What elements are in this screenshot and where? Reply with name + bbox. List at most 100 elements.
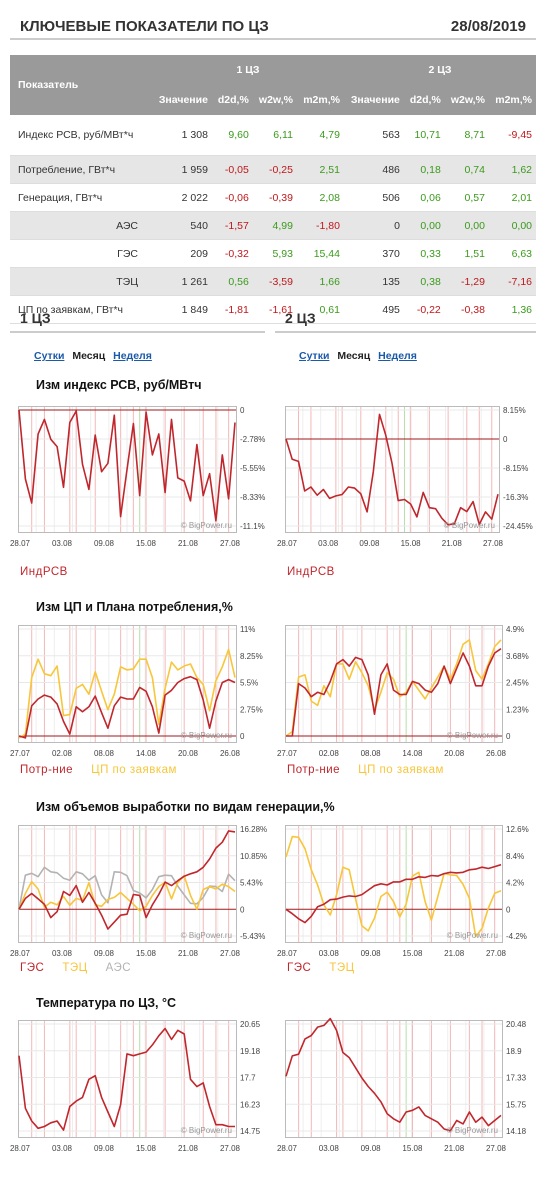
chart-title: Температура по ЦЗ, °С — [36, 996, 177, 1010]
table-cell: -3,59 — [252, 267, 297, 296]
table-cell: -0,38 — [444, 295, 489, 324]
chart-legend: ИндРСВ — [287, 566, 353, 578]
table-cell: 0,57 — [444, 183, 489, 212]
table-cell: 1,66 — [296, 267, 344, 296]
series-line — [285, 413, 499, 526]
chart-rsv2: 8.15% 0 -8.15% -16.3% -24.45% 28.07 03.08 09.08… — [277, 406, 533, 548]
chart-cp2: 4.9% 3.68% 2.45% 1.23% 0 27.07 02.08 08.08 14.08… — [277, 625, 529, 758]
x-tick-label: 26.08 — [486, 749, 507, 758]
x-tick-label: 28.07 — [277, 1144, 298, 1153]
report-date: 28/08/2019 — [450, 18, 526, 35]
column-header: d2d,% — [211, 85, 253, 115]
x-tick-label: 27.08 — [486, 949, 507, 958]
legend-item: Потр-ние — [287, 764, 341, 776]
chart-legend: ГЭС ТЭЦ — [287, 962, 373, 974]
legend-item: Потр-ние — [20, 764, 74, 776]
table-row: Индекс РСВ, руб/МВт*ч 1 308 9,60 6,11 4,79 56… — [10, 115, 536, 156]
table-cell: 540 — [152, 211, 212, 240]
y-tick-label: -2.78% — [240, 435, 265, 444]
x-tick-label: 27.08 — [483, 539, 504, 548]
table-cell: -0,32 — [211, 239, 253, 268]
x-tick-label: 08.08 — [361, 749, 382, 758]
x-tick-label: 03.08 — [52, 539, 73, 548]
table-cell: 2 022 — [152, 183, 212, 212]
table-row: ГЭС 209 -0,32 5,93 15,44 370 0,33 1,51 6,63 — [10, 239, 536, 268]
table-row: Потребление, ГВт*ч 1 959 -0,05 -0,25 2,51 486… — [10, 155, 536, 184]
table-cell: 15,44 — [296, 239, 344, 268]
y-tick-label: 12.6% — [506, 825, 529, 834]
x-tick-label: 09.08 — [359, 539, 380, 548]
chart-title: Изм объемов выработки по видам генерации… — [36, 800, 335, 814]
x-tick-label: 09.08 — [94, 949, 115, 958]
tab-week[interactable]: Неделя — [378, 350, 417, 362]
y-tick-label: 5.5% — [240, 679, 258, 688]
watermark: © BigPower.ru — [447, 731, 498, 740]
x-tick-label: 27.08 — [220, 1144, 241, 1153]
tab-day[interactable]: Сутки — [299, 350, 330, 362]
x-tick-label: 15.08 — [402, 1144, 423, 1153]
table-cell: 1 849 — [152, 295, 212, 324]
table-cell: -9,45 — [488, 115, 536, 156]
table-cell: -1,29 — [444, 267, 489, 296]
legend-item: АЭС — [105, 962, 132, 974]
legend-item: ТЭЦ — [329, 962, 355, 974]
table-cell: 0,61 — [296, 295, 344, 324]
table-row: АЭС 540 -1,57 4,99 -1,80 0 0,00 0,00 0,00 — [10, 211, 536, 240]
x-tick-label: 03.08 — [319, 949, 340, 958]
x-tick-label: 09.08 — [94, 1144, 115, 1153]
y-tick-label: 3.68% — [506, 652, 529, 661]
legend-item: ГЭС — [20, 962, 45, 974]
x-tick-label: 21.08 — [444, 1144, 465, 1153]
column-header: Значение — [343, 85, 404, 115]
section-title: 2 ЦЗ — [285, 310, 316, 326]
section-title: 1 ЦЗ — [20, 310, 51, 326]
chart-title: Изм ЦП и Плана потребления,% — [36, 600, 233, 614]
x-tick-label: 03.08 — [318, 539, 339, 548]
chart-legend: Потр-ние ЦП по заявкам — [20, 764, 195, 776]
x-tick-label: 15.08 — [136, 949, 157, 958]
y-tick-label: 10.85% — [240, 852, 267, 861]
watermark: © BigPower.ru — [447, 1126, 498, 1135]
table-cell: -1,81 — [211, 295, 253, 324]
series-line — [285, 835, 502, 938]
table-cell: 0,33 — [403, 239, 445, 268]
series-line — [18, 830, 236, 930]
x-tick-label: 26.08 — [220, 749, 241, 758]
row-label: Генерация, ГВт*ч — [10, 183, 152, 212]
table-cell: 486 — [343, 155, 404, 184]
x-tick-label: 21.08 — [178, 1144, 199, 1153]
tab-month[interactable]: Месяц — [72, 350, 106, 362]
tab-week[interactable]: Неделя — [113, 350, 152, 362]
table-cell: 495 — [343, 295, 404, 324]
y-tick-label: 5.43% — [240, 879, 263, 888]
page-title: КЛЮЧЕВЫЕ ПОКАЗАТЕЛИ ПО ЦЗ — [20, 18, 269, 35]
chart-temp2: 20.48 18.9 17.33 15.75 14.18 28.07 03.08 09.08 1… — [277, 1017, 527, 1153]
table-cell: 563 — [343, 115, 404, 156]
y-tick-label: -5.55% — [240, 464, 265, 473]
table-cell: 1,36 — [488, 295, 536, 324]
y-tick-label: 18.9 — [506, 1047, 522, 1056]
x-tick-label: 09.08 — [94, 539, 115, 548]
table-cell: -0,22 — [403, 295, 445, 324]
table-cell: -0,39 — [252, 183, 297, 212]
x-tick-label: 03.08 — [52, 949, 73, 958]
y-tick-label: -5.43% — [240, 932, 265, 941]
y-tick-label: -4.2% — [506, 932, 527, 941]
table-cell: -1,80 — [296, 211, 344, 240]
watermark: © BigPower.ru — [447, 931, 498, 940]
table-cell: -0,05 — [211, 155, 253, 184]
table-cell: 0,00 — [444, 211, 489, 240]
table-cell: -0,06 — [211, 183, 253, 212]
table-cell: 0,56 — [211, 267, 253, 296]
series-line — [286, 648, 502, 737]
chart-title: Изм индекс РСВ, руб/МВтч — [36, 378, 202, 392]
y-tick-label: 14.18 — [506, 1127, 527, 1136]
row-label: АЭС — [10, 211, 152, 240]
tab-month[interactable]: Месяц — [337, 350, 371, 362]
tab-day[interactable]: Сутки — [34, 350, 65, 362]
table-cell: 0,38 — [403, 267, 445, 296]
y-tick-label: 14.75 — [240, 1127, 261, 1136]
chart-gen2: 12.6% 8.4% 4.2% 0 -4.2% 28.07 03.08 09.08 15.08 2… — [277, 825, 529, 958]
x-tick-label: 20.08 — [444, 749, 465, 758]
legend-item: ГЭС — [287, 962, 312, 974]
